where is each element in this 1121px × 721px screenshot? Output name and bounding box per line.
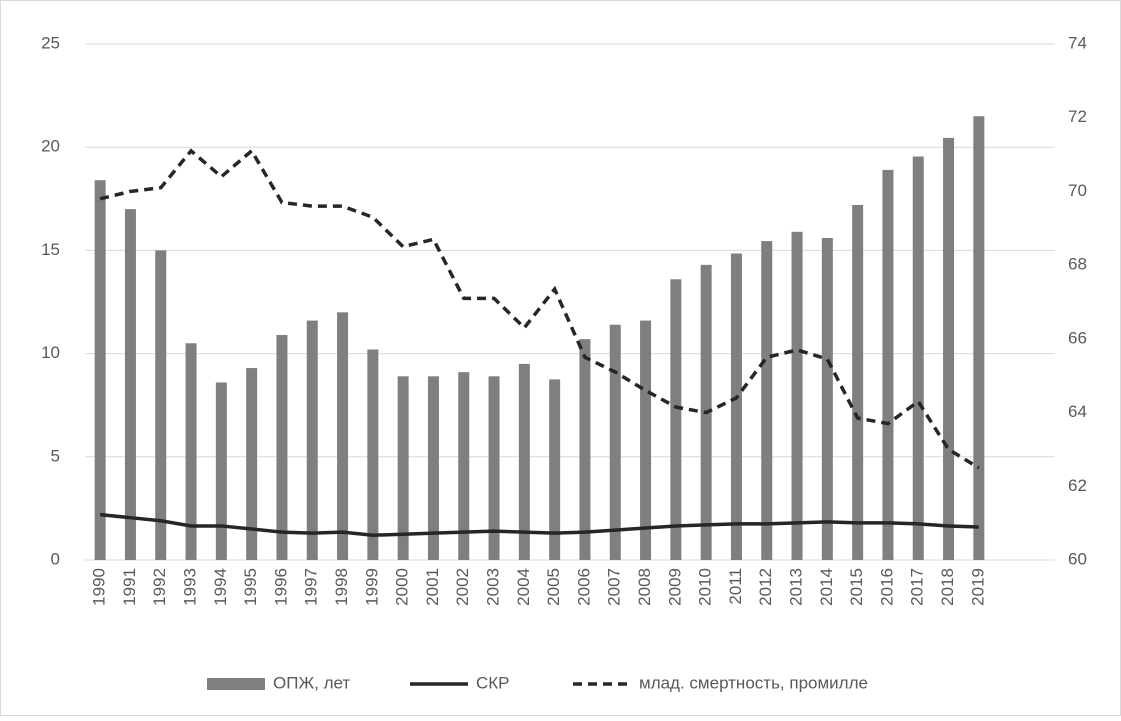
y2-tick-label: 66 [1068, 328, 1087, 347]
x-tick-label: 2005 [544, 568, 563, 606]
bar [761, 241, 773, 560]
x-tick-label: 2003 [484, 568, 503, 606]
bar [488, 376, 500, 560]
x-tick-label: 2008 [635, 568, 654, 606]
bar [549, 379, 561, 560]
x-tick-label: 2010 [696, 568, 715, 606]
x-tick-label: 1997 [302, 568, 321, 606]
y-tick-label: 15 [41, 240, 60, 259]
x-tick-label: 1990 [90, 568, 109, 606]
bar [852, 204, 864, 560]
x-tick-label: 2011 [726, 568, 745, 605]
x-tick-label: 2019 [968, 568, 987, 606]
y2-tick-label: 72 [1068, 107, 1087, 126]
bar [367, 349, 379, 560]
x-tick-label: 2017 [908, 568, 927, 606]
bar [730, 253, 742, 560]
x-tick-label: 1998 [332, 568, 351, 606]
bar [518, 363, 530, 560]
x-tick-label: 2004 [514, 568, 533, 606]
bar [882, 169, 894, 561]
y2-tick-label: 68 [1068, 255, 1087, 274]
y2-tick-label: 70 [1068, 181, 1087, 200]
x-tick-label: 1995 [241, 568, 260, 606]
x-tick-label: 2014 [817, 568, 836, 606]
bar [246, 368, 258, 560]
x-tick-label: 2006 [574, 568, 593, 606]
bar [215, 382, 227, 560]
bar [185, 343, 197, 560]
bar [155, 250, 167, 560]
y-tick-label: 10 [41, 343, 60, 362]
bar [397, 376, 409, 560]
bar [337, 312, 349, 560]
x-tick-label: 1992 [150, 568, 169, 606]
x-tick-label: 2018 [938, 568, 957, 606]
legend-swatch [207, 678, 265, 690]
x-tick-label: 2009 [665, 568, 684, 606]
bar [427, 376, 439, 560]
y2-tick-label: 62 [1068, 476, 1087, 495]
bar [276, 335, 288, 560]
x-tick-label: 2007 [605, 568, 624, 606]
x-tick-label: 1999 [362, 568, 381, 606]
bar [973, 116, 985, 561]
bar [640, 320, 652, 560]
x-tick-label: 2012 [756, 568, 775, 606]
bar [124, 209, 136, 560]
legend-label: СКР [476, 673, 510, 692]
x-tick-label: 1993 [181, 568, 200, 606]
y-tick-label: 5 [51, 446, 60, 465]
x-tick-label: 1994 [211, 568, 230, 606]
x-tick-label: 1991 [120, 568, 139, 606]
y2-tick-label: 64 [1068, 402, 1087, 421]
bar [94, 180, 106, 560]
bar [821, 238, 833, 561]
bar [579, 339, 591, 560]
x-tick-label: 2001 [423, 568, 442, 606]
y2-tick-label: 74 [1068, 33, 1087, 52]
bar [791, 231, 803, 560]
x-tick-label: 2000 [393, 568, 412, 606]
line [99, 512, 979, 537]
bar [670, 279, 682, 560]
x-tick-label: 2013 [787, 568, 806, 606]
y-tick-label: 0 [51, 549, 60, 568]
bar [609, 324, 621, 560]
x-tick-label: 2002 [453, 568, 472, 606]
y2-tick-label: 60 [1068, 549, 1087, 568]
dashed-line [99, 148, 980, 470]
y-tick-label: 20 [41, 137, 60, 156]
bar [306, 320, 318, 560]
x-tick-label: 2015 [847, 568, 866, 606]
legend-label: ОПЖ, лет [273, 673, 350, 692]
bar [943, 137, 955, 561]
x-tick-label: 2016 [877, 568, 896, 606]
bar [912, 156, 924, 560]
bar [458, 372, 470, 560]
x-tick-label: 1996 [271, 568, 290, 606]
y-tick-label: 25 [41, 33, 60, 52]
legend-label: млад. смертность, промилле [639, 673, 868, 692]
